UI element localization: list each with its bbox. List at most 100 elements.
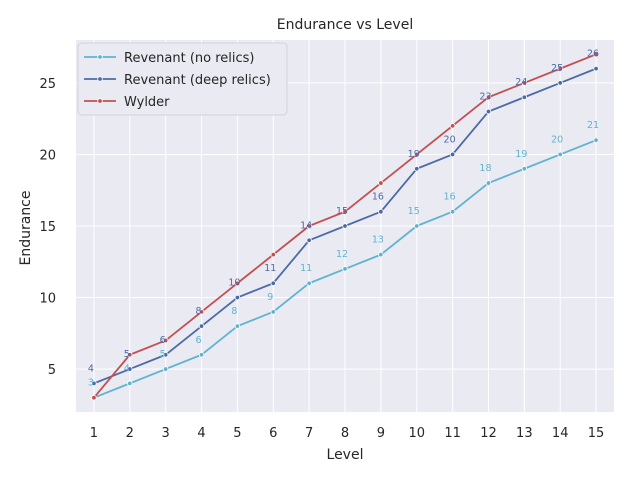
data-label: 8 [196,306,202,317]
data-point [162,352,169,358]
legend-label: Revenant (no relics) [124,51,254,66]
x-axis-ticks: 1 2 3 4 5 6 7 8 9 10 11 12 13 14 15 [90,426,605,441]
x-tick-label: 13 [516,426,533,441]
data-point [162,366,169,372]
y-axis-label: Endurance [18,191,34,266]
data-label: 19 [408,149,420,160]
legend-marker [97,76,103,82]
series-layer [91,51,599,401]
data-point [449,151,456,158]
data-label: 21 [587,120,599,131]
data-label: 14 [300,220,312,231]
data-point [557,151,563,158]
x-tick-label: 12 [480,426,497,441]
data-point [414,166,420,172]
data-label: 6 [160,335,166,346]
data-point [593,51,599,58]
x-tick-label: 1 [90,426,98,441]
data-point [414,151,420,158]
y-axis-ticks: 5 10 15 20 25 [39,77,56,378]
data-label: 24 [515,77,527,88]
y-tick-label: 25 [39,77,56,92]
data-label: 4 [88,363,94,374]
data-point [306,223,312,229]
data-label: 25 [551,63,563,74]
data-point [557,80,563,86]
legend-box [77,42,288,116]
data-label: 23 [479,92,491,103]
data-point [521,80,528,86]
data-label: 16 [372,192,384,203]
legend-item: Wylder [84,95,170,110]
data-point [234,323,241,329]
data-label: 19 [515,149,527,160]
legend: Revenant (no relics) Revenant (deep relic… [77,42,288,116]
data-point [378,180,384,186]
x-tick-label: 2 [126,426,134,441]
data-point [198,309,205,315]
x-tick-label: 5 [233,426,241,441]
x-tick-label: 11 [444,426,461,441]
data-point [378,251,384,258]
data-label: 11 [300,263,312,274]
data-label: 8 [231,306,237,317]
x-tick-label: 6 [269,426,277,441]
data-point [342,266,348,272]
data-point [521,166,528,172]
data-label: 15 [408,206,420,217]
x-tick-label: 15 [588,426,605,441]
data-point [342,208,348,215]
data-point [414,223,420,229]
legend-label: Wylder [124,95,170,110]
data-point [270,251,276,258]
data-label: 18 [479,163,491,174]
data-point [593,137,599,143]
series-1 [91,65,599,387]
x-tick-label: 9 [377,426,385,441]
x-axis-label: Level [327,447,364,463]
data-point [593,65,599,72]
x-tick-label: 10 [408,426,425,441]
x-tick-label: 14 [552,426,569,441]
data-label: 20 [444,134,456,145]
legend-item: Revenant (no relics) [84,51,254,66]
data-point [449,123,456,129]
data-label-layer: 3 4 5 6 8 9 11 12 13 15 16 18 19 20 21 4 5 6 8 10 11 14 15 16 19… [88,49,599,389]
data-point [521,94,528,100]
data-point [198,323,205,329]
data-label: 5 [160,349,166,360]
x-tick-label: 3 [162,426,170,441]
data-point [198,352,205,358]
data-point [485,180,492,186]
y-tick-label: 15 [39,220,56,235]
data-label: 11 [264,263,276,274]
data-label: 4 [124,363,130,374]
data-point [234,280,241,286]
data-point [127,366,133,372]
data-label: 3 [88,378,94,389]
y-tick-label: 5 [48,363,56,378]
data-point [91,380,97,387]
data-point [485,94,492,100]
legend-item: Revenant (deep relics) [84,73,271,88]
series-2 [91,51,599,401]
data-label: 15 [336,206,348,217]
data-label: 5 [124,349,130,360]
data-label: 20 [551,134,563,145]
data-point [127,352,133,358]
data-label: 12 [336,249,348,260]
data-point [342,223,348,229]
y-tick-label: 10 [39,292,56,307]
chart-title: Endurance vs Level [277,17,413,33]
data-point [270,309,276,315]
legend-marker [97,54,103,60]
x-tick-label: 8 [341,426,349,441]
data-point [91,394,97,401]
legend-label: Revenant (deep relics) [124,73,271,88]
x-tick-label: 7 [305,426,313,441]
data-label: 9 [267,292,273,303]
data-point [378,208,384,215]
data-point [306,280,312,286]
data-point [234,294,241,301]
